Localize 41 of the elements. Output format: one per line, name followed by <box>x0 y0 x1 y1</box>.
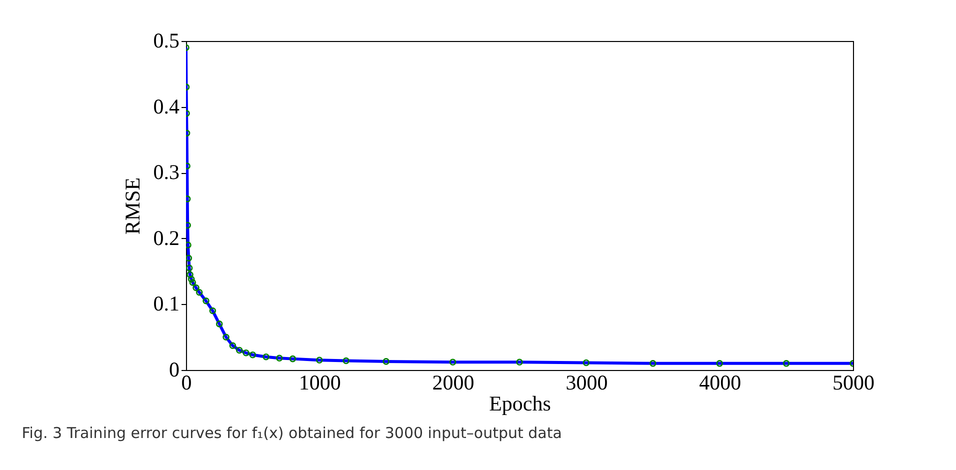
point <box>222 334 230 340</box>
point <box>276 354 283 362</box>
x-axis-title: Epochs <box>489 392 551 416</box>
point <box>216 320 223 328</box>
x-tick-label: 1000 <box>298 370 341 394</box>
y-tick-label: 0.5 <box>153 28 180 52</box>
point <box>289 355 296 362</box>
y-tick-label: 0.4 <box>153 94 180 118</box>
point <box>650 360 656 367</box>
point <box>782 360 790 367</box>
point <box>186 271 194 278</box>
point <box>192 284 200 292</box>
point <box>716 360 723 367</box>
x-tick-label: 3000 <box>566 370 608 394</box>
point <box>236 346 243 354</box>
point <box>516 358 523 366</box>
y-tick-label: 0.2 <box>153 226 180 250</box>
point <box>186 242 192 248</box>
point <box>188 276 195 283</box>
point <box>186 254 192 262</box>
x-tick-label: 5000 <box>832 370 874 394</box>
y-tick-label: 0.3 <box>153 160 180 184</box>
point <box>242 350 250 356</box>
point <box>382 358 390 365</box>
point <box>449 358 456 366</box>
point <box>196 288 203 296</box>
x-tick-label: 2000 <box>432 370 474 394</box>
y-axis-title: RMSE <box>120 177 144 235</box>
x-tick-label: 4000 <box>699 370 742 394</box>
point <box>209 307 216 314</box>
point <box>186 264 193 272</box>
point <box>202 298 210 304</box>
point <box>189 279 196 286</box>
point <box>262 353 270 360</box>
point <box>249 351 256 358</box>
point <box>229 342 236 350</box>
point <box>582 359 590 366</box>
point <box>342 357 350 364</box>
point <box>316 356 323 364</box>
caption: Fig. 3 Training error curves for f₁(x) obtained for 3000 input–output data <box>22 424 562 442</box>
y-tick-label: 0.1 <box>153 292 180 316</box>
